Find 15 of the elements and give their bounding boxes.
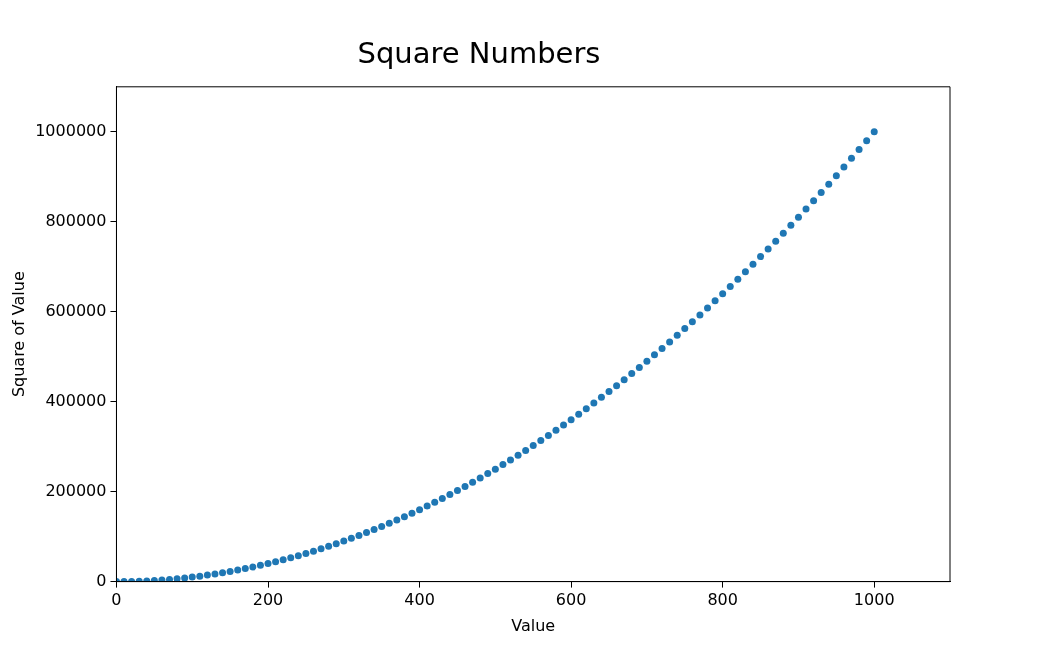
x-tick-label: 1000 [853,590,895,610]
y-tick-label: 600000 [45,300,107,320]
y-tick-label: 400000 [45,390,107,410]
y-tick-label: 1000000 [35,120,107,140]
x-tick-label: 800 [707,590,738,610]
x-tick-label: 400 [404,590,435,610]
x-tick-label: 0 [111,590,122,610]
x-tick-label: 600 [555,590,587,610]
chart-title: Square Numbers [357,35,601,70]
y-tick-label: 0 [96,570,107,590]
x-axis-title: Value [511,615,556,635]
y-axis-title: Square of Value [8,271,28,398]
y-tick-label: 800000 [45,210,107,230]
x-tick-label: 200 [252,590,284,610]
y-tick-label: 200000 [45,480,107,500]
